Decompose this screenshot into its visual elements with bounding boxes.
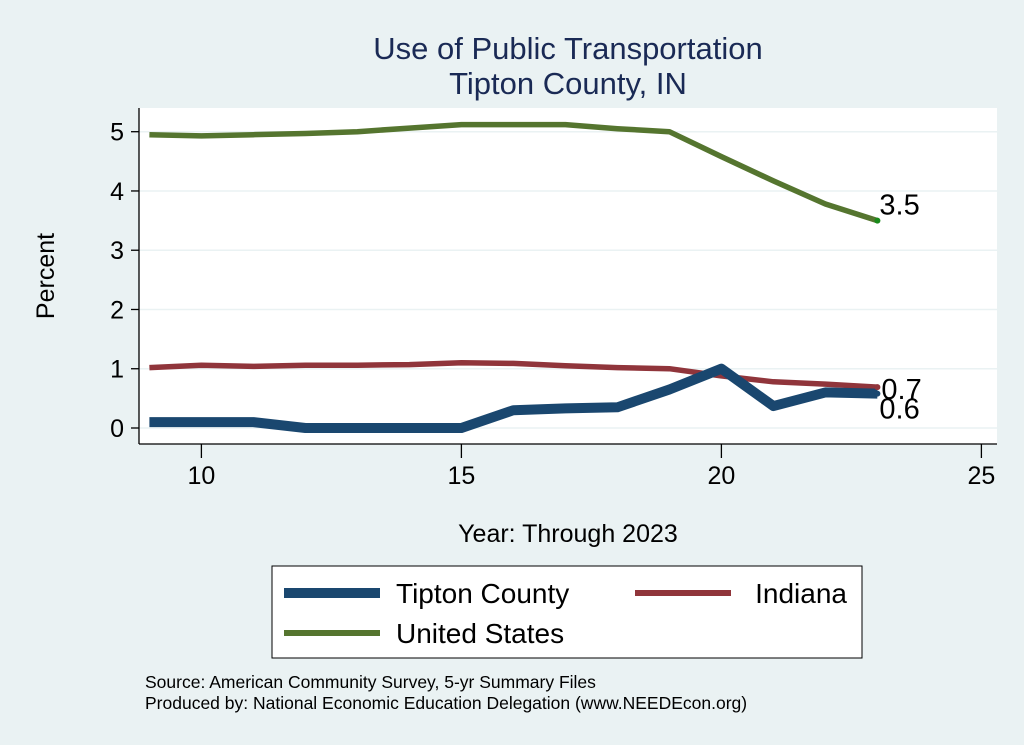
end-marker-united-states [874,217,881,224]
y-tick-label-1: 1 [110,356,124,384]
y-axis-title: Percent [32,233,60,319]
legend-box [271,565,863,659]
chart-subtitle: Tipton County, IN [449,66,687,101]
x-tick-label-20: 20 [707,462,735,490]
end-label-united-states: 3.5 [879,190,919,222]
x-axis-ticks: 10 15 20 25 [187,444,995,490]
end-label-tipton-county: 0.6 [879,394,919,426]
end-marker-indiana [874,384,881,391]
x-tick-label-25: 25 [967,462,995,490]
legend-label-tipton-county: Tipton County [396,578,569,609]
chart-title: Use of Public Transportation [373,31,762,66]
legend: Tipton County Indiana United States [271,565,863,659]
x-axis-title: Year: Through 2023 [458,520,678,548]
y-tick-label-0: 0 [110,415,124,443]
x-tick-label-10: 10 [187,462,215,490]
end-label-indiana: 0.7 [881,374,921,406]
y-tick-label-3: 3 [110,237,124,265]
y-tick-label-5: 5 [110,119,124,147]
y-axis-ticks: 0 1 2 3 4 5 [110,119,139,443]
source-note: Source: American Community Survey, 5-yr … [145,672,596,692]
series-lines [149,121,879,433]
x-tick-label-15: 15 [447,462,475,490]
legend-label-indiana: Indiana [755,578,847,609]
end-labels: 3.5 0.70.6 [874,190,922,426]
y-tick-label-4: 4 [110,178,124,206]
legend-label-united-states: United States [396,618,564,649]
producer-note: Produced by: National Economic Education… [145,693,747,713]
end-marker-tipton-county [874,390,881,397]
y-tick-label-2: 2 [110,296,124,324]
